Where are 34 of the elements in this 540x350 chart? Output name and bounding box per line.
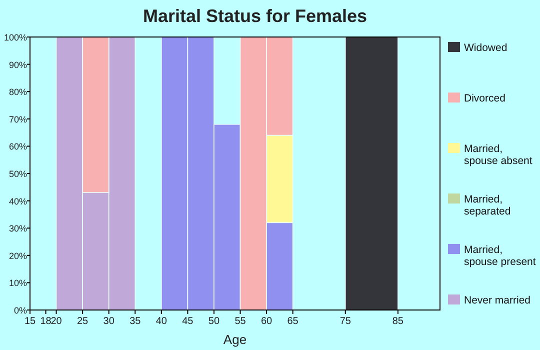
x-tick-label: 65: [287, 316, 299, 327]
y-tick-label: 30%: [8, 224, 27, 234]
y-tick-label: 80%: [8, 87, 27, 98]
y-tick-label: 10%: [8, 278, 27, 288]
y-tick-label: 40%: [8, 196, 27, 206]
y-tick-label: 20%: [8, 250, 27, 261]
legend-label: Married, spouse present: [464, 244, 536, 268]
x-tick-label: 25: [77, 316, 89, 327]
x-axis-title: Age: [223, 332, 247, 347]
x-tick-label: 40: [156, 316, 168, 327]
bar: [344, 36, 398, 310]
x-tick-label: 55: [234, 316, 246, 327]
x-tick-label: 18: [40, 316, 52, 327]
x-tick-label: 75: [340, 316, 352, 327]
legend-label: Never married: [464, 294, 531, 306]
legend-label: Married, separated: [464, 194, 511, 218]
y-tick-label: 100%: [4, 32, 27, 42]
x-tick-label: 20: [50, 316, 62, 327]
chart-title: Marital Status for Females: [142, 6, 368, 26]
x-tick-label: 60: [260, 316, 273, 327]
y-tick-label: 60%: [8, 142, 27, 152]
legend-label: Divorced: [464, 92, 506, 104]
y-tick-label: 50%: [8, 169, 27, 179]
x-tick-label: 50: [208, 316, 220, 327]
x-tick-label: 85: [392, 316, 404, 327]
x-tick-label: 35: [130, 316, 142, 327]
legend-label: Married, spouse absent: [464, 143, 532, 167]
y-tick-label: 90%: [8, 60, 27, 70]
x-tick-label: 45: [182, 316, 194, 327]
x-tick-label: 30: [103, 316, 115, 327]
y-tick-label: 70%: [8, 114, 27, 124]
legend-label: Widowed: [464, 42, 508, 54]
y-tick-label: 0%: [14, 306, 27, 316]
x-tick-label: 15: [24, 316, 36, 327]
